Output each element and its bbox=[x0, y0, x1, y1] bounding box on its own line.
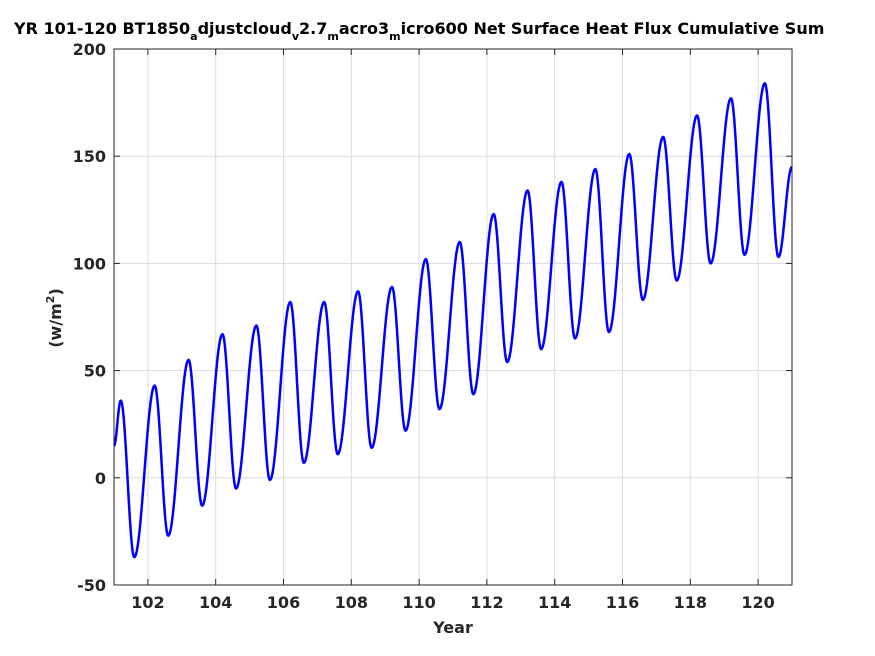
x-axis-label: Year bbox=[432, 618, 473, 637]
plot-background bbox=[114, 49, 792, 585]
title-part: YR 101-120 BT1850 bbox=[13, 19, 190, 38]
x-tick-label: 118 bbox=[674, 593, 707, 612]
title-subscript: a bbox=[190, 30, 197, 43]
x-tick-label: 112 bbox=[470, 593, 503, 612]
x-tick-label: 104 bbox=[199, 593, 232, 612]
y-tick-label: 0 bbox=[95, 469, 106, 488]
y-tick-label: 50 bbox=[84, 362, 106, 381]
title-part: icro600 Net Surface Heat Flux Cumulative… bbox=[401, 19, 825, 38]
x-tick-label: 102 bbox=[131, 593, 164, 612]
y-tick-label: 200 bbox=[73, 40, 106, 59]
axes bbox=[113, 48, 793, 586]
x-tick-labels: 102 104 106 108 110 112 114 116 118 120 bbox=[131, 593, 775, 612]
axes-box bbox=[113, 48, 793, 586]
x-tick-label: 114 bbox=[538, 593, 571, 612]
x-tick-label: 106 bbox=[267, 593, 300, 612]
plot-area bbox=[114, 49, 792, 585]
title-part: acro3 bbox=[339, 19, 389, 38]
series-line bbox=[113, 82, 793, 559]
title-part: 2.7 bbox=[299, 19, 327, 38]
y-label-superscript: 2 bbox=[44, 296, 57, 304]
title-part: djustcloud bbox=[198, 19, 292, 38]
x-tick-label: 108 bbox=[335, 593, 368, 612]
y-axis-label: (w/m2) bbox=[44, 288, 65, 348]
y-tick-labels: -50 0 50 100 150 200 bbox=[73, 40, 106, 595]
y-tick-label: 150 bbox=[73, 147, 106, 166]
title-subscript: v bbox=[292, 30, 300, 43]
y-label-end: ) bbox=[46, 288, 65, 295]
title-subscript: m bbox=[327, 30, 338, 43]
x-tick-label: 120 bbox=[741, 593, 774, 612]
y-label-base: (w/m bbox=[46, 303, 65, 348]
x-tick-label: 116 bbox=[606, 593, 639, 612]
y-tick-label: 100 bbox=[73, 254, 106, 273]
x-tick-label: 110 bbox=[402, 593, 435, 612]
chart-title: YR 101-120 BT1850adjustcloudv2.7macro3mi… bbox=[13, 19, 824, 43]
title-subscript: m bbox=[389, 30, 400, 43]
y-tick-label: -50 bbox=[77, 576, 106, 595]
series-layer bbox=[113, 82, 793, 559]
